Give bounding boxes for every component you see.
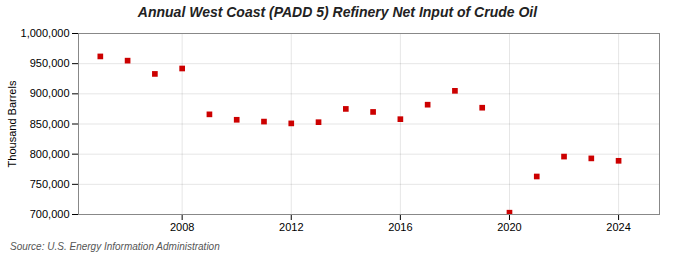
svg-text:850,000: 850,000 (30, 118, 70, 130)
svg-text:2020: 2020 (497, 221, 521, 233)
svg-text:700,000: 700,000 (30, 208, 70, 220)
svg-text:800,000: 800,000 (30, 148, 70, 160)
svg-text:750,000: 750,000 (30, 178, 70, 190)
svg-text:Thousand Barrels: Thousand Barrels (6, 80, 18, 167)
svg-text:2024: 2024 (606, 221, 630, 233)
svg-text:950,000: 950,000 (30, 57, 70, 69)
html-text:Source: U.S. Energy Informatio: Source: U.S. Energy Information Administ… (10, 241, 220, 252)
svg-text:900,000: 900,000 (30, 87, 70, 99)
svg-text:2008: 2008 (170, 221, 194, 233)
html-text:Annual West Coast (PADD 5) Ref: Annual West Coast (PADD 5) Refinery Net … (137, 4, 538, 20)
svg-text:2012: 2012 (279, 221, 303, 233)
svg-text:1,000,000: 1,000,000 (21, 27, 70, 39)
svg-text:2016: 2016 (388, 221, 412, 233)
